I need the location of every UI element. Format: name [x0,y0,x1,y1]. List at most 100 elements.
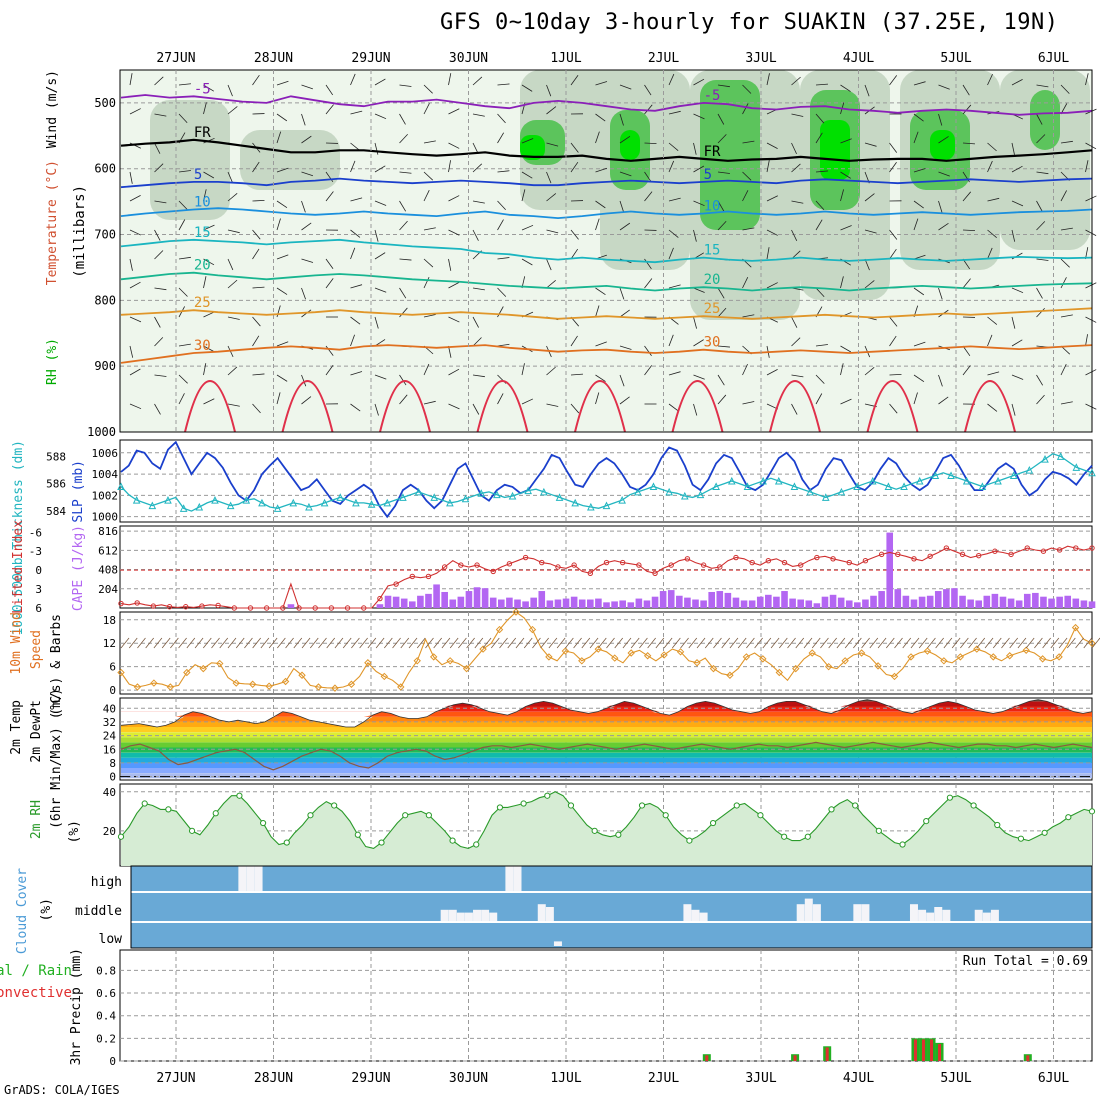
wind-barb-10m [787,637,796,649]
cape-tick-label: 204 [98,583,118,596]
lifted-index-point [134,600,140,606]
cloud-low-label: low [99,932,123,947]
wind-speed-point [281,677,290,686]
thickness-point [774,476,783,485]
cape-bar [886,532,894,608]
wind-barb [154,316,161,328]
lifted-index-point [668,562,674,568]
wind-barb [815,344,828,347]
wind-barb [889,335,897,347]
wind-speed-point [956,653,965,661]
wind-barb [423,363,430,376]
wind-barb-10m [202,637,212,649]
wind-barb [448,403,460,410]
cape-bar [918,596,926,608]
wind-barb [423,258,434,268]
wind-speed-point [216,659,224,668]
wind-speed-point [183,668,191,677]
wind-barb [1011,142,1015,155]
precip-tick-label: 0.2 [96,1032,116,1045]
wind-speed-point [709,664,718,673]
wind-barb [889,142,898,153]
lifted-index-point [344,605,351,611]
wind-barb [595,287,606,296]
wind-barb [472,374,485,378]
lifted-index-point [312,605,318,611]
rh2m-line [120,791,1093,849]
lifted-index-line [120,545,1093,609]
lifted-index-axis-label: Lifted Index [11,520,26,614]
wind-barb [1060,401,1073,405]
rh2m-point [496,804,504,811]
wind-barb [913,200,924,209]
wind-barb-10m [836,637,846,649]
wind-barb [325,104,334,115]
wind-barb [791,142,797,155]
wind-barb [864,229,877,234]
lifted-index-point [781,559,788,566]
thickness-point [148,501,157,510]
wind-barb [276,131,282,144]
thickness-point [712,482,720,490]
wind-barb-10m [844,637,854,649]
wind-barb-10m [342,637,352,649]
wind-speed-point [759,655,767,663]
date-label-bottom: 4JUL [843,1071,874,1086]
wind-barb [497,343,510,347]
thickness-point [555,493,564,501]
cape-bar [627,602,635,608]
date-label-bottom: 2JUL [648,1071,679,1086]
wind-barb-10m [1025,637,1035,649]
wind-barb [227,171,234,184]
grads-credit: GrADS: COLA/IGES [4,1083,120,1097]
wind-speed-point [429,653,438,661]
wind-barb-10m [696,637,706,649]
wind10-units-label: (m/s) & Barbs [49,614,64,716]
isotherm-35-loop [671,380,724,433]
wind-barb [472,200,485,204]
wind-barb [987,73,993,86]
rh2m-point [946,794,954,801]
lifted-index-point [215,602,221,609]
wind-barb [1011,165,1023,173]
wind-barb [815,132,823,144]
slp-axis-label: SLP (mb) [71,460,86,523]
wind-speed-point [660,651,668,659]
isotherm-label: 25 [704,301,721,317]
wind-barb [497,132,505,144]
wind-barb [301,84,313,90]
wind-barb [815,374,825,384]
wind-barb [766,282,778,289]
wind-barb [276,218,281,231]
wind-barb [448,368,460,376]
rh2m-point [212,810,219,817]
temp-band [121,716,1092,722]
wind-barb [1036,287,1043,299]
lifted-index-point [1024,545,1030,551]
wind-barb-10m [968,637,977,649]
lifted-index-point [943,545,950,551]
wind-barb [693,229,697,242]
rh2m-point [567,802,575,809]
wind-barb-10m [359,637,368,649]
wind-barb [1060,258,1070,268]
date-label-top: 1JUL [550,51,581,66]
wind-barb-10m [943,637,953,649]
wind-barb [178,393,185,405]
wind-barb [717,84,730,88]
thickness-tick-label: 584 [46,505,66,518]
cape-bar [409,601,416,608]
wind-barb [791,113,804,117]
wind-barb [1036,134,1046,144]
wind-barb [497,257,510,260]
lifted-index-point [814,554,820,561]
wind-barb [889,248,897,260]
cloud-clear-gap [553,941,562,946]
upper-air-panel [119,69,1093,433]
wind-barb [399,84,412,87]
wind-barb-10m [268,637,278,649]
wind-barb [717,134,727,144]
wind-barb [766,229,778,236]
cape-bar [797,599,804,608]
rh2m-point [923,817,930,825]
